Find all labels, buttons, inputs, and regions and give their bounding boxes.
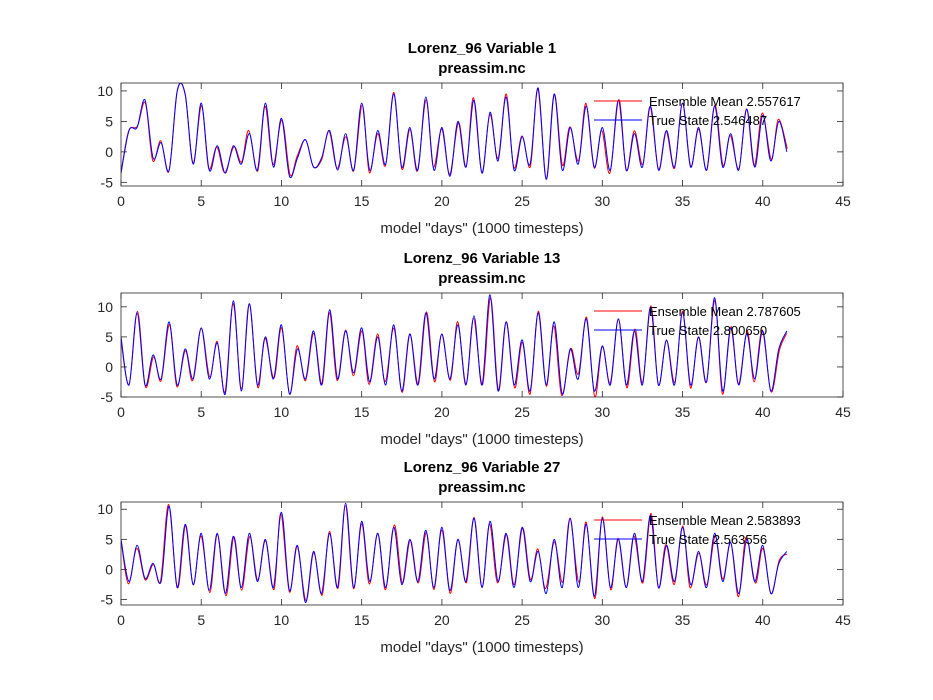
x-tick-label: 40: [755, 404, 771, 420]
legend-entry: Ensemble Mean 2.583893: [649, 513, 801, 528]
x-tick-label: 20: [434, 193, 450, 209]
legend-entry: True State 2.563556: [649, 532, 767, 547]
x-axis-label: model "days" (1000 timesteps): [380, 639, 583, 656]
subplot-subtitle: preassim.nc: [438, 60, 526, 77]
series-line-true-state: [121, 83, 788, 180]
x-tick-label: 15: [354, 404, 370, 420]
y-tick-label: 10: [97, 83, 113, 99]
x-tick-label: 15: [354, 612, 370, 628]
x-tick-label: 35: [675, 404, 691, 420]
series-line-true-state: [121, 294, 788, 395]
axes-frame: [120, 292, 844, 398]
plot-area: [121, 293, 843, 397]
y-tick-label: 0: [105, 144, 113, 160]
subplot-3: Lorenz_96 Variable 27 preassim.nc 0 5 10 15 20…: [97, 459, 851, 656]
subplot-subtitle: preassim.nc: [438, 270, 526, 287]
y-tick-label: -5: [101, 174, 114, 190]
subplot-title: Lorenz_96 Variable 1: [408, 40, 556, 57]
y-tick-label: -5: [101, 592, 114, 608]
legend-entry: Ensemble Mean 2.557617: [649, 94, 801, 109]
legend: Ensemble Mean 2.557617 True State 2.54648…: [594, 94, 801, 128]
x-tick-label: 25: [514, 193, 530, 209]
y-tick-label: 0: [105, 359, 113, 375]
x-tick-label: 25: [514, 612, 530, 628]
x-tick-label: 20: [434, 404, 450, 420]
subplot-subtitle: preassim.nc: [438, 479, 526, 496]
y-tick-label: 5: [105, 113, 113, 129]
x-tick-label: 0: [117, 612, 125, 628]
x-tick-label: 15: [354, 193, 370, 209]
x-tick-label: 10: [274, 193, 290, 209]
x-axis-label: model "days" (1000 timesteps): [380, 220, 583, 237]
x-tick-label: 40: [755, 612, 771, 628]
series-line-true-state: [121, 502, 788, 604]
x-tick-label: 45: [835, 193, 851, 209]
x-tick-label: 25: [514, 404, 530, 420]
y-tick-label: 5: [105, 531, 113, 547]
axes-frame: [120, 82, 844, 187]
x-tick-label: 30: [595, 404, 611, 420]
x-axis-label: model "days" (1000 timesteps): [380, 431, 583, 448]
x-tick-label: 30: [595, 193, 611, 209]
subplot-title: Lorenz_96 Variable 27: [404, 459, 561, 476]
x-tick-label: 0: [117, 193, 125, 209]
subplot-title: Lorenz_96 Variable 13: [404, 250, 561, 267]
y-tick-label: 10: [97, 299, 113, 315]
plot-area: [121, 83, 843, 186]
x-tick-label: 35: [675, 193, 691, 209]
y-tick-label: 5: [105, 329, 113, 345]
x-tick-label: 30: [595, 612, 611, 628]
x-tick-label: 40: [755, 193, 771, 209]
legend-entry: Ensemble Mean 2.787605: [649, 304, 801, 319]
legend: Ensemble Mean 2.583893 True State 2.56355…: [594, 513, 801, 547]
x-tick-label: 10: [274, 612, 290, 628]
x-tick-label: 35: [675, 612, 691, 628]
x-tick-label: 45: [835, 404, 851, 420]
y-tick-label: 0: [105, 561, 113, 577]
y-tick-label: 10: [97, 501, 113, 517]
x-tick-label: 5: [197, 612, 205, 628]
legend: Ensemble Mean 2.787605 True State 2.80065…: [594, 304, 801, 338]
x-tick-label: 5: [197, 193, 205, 209]
x-tick-label: 20: [434, 612, 450, 628]
legend-entry: True State 2.546487: [649, 113, 767, 128]
x-tick-label: 45: [835, 612, 851, 628]
subplot-1: Lorenz_96 Variable 1 preassim.nc 0 5 10 15 20 2…: [97, 40, 851, 237]
axes-frame: [120, 501, 844, 606]
x-tick-label: 0: [117, 404, 125, 420]
x-tick-label: 5: [197, 404, 205, 420]
x-tick-label: 10: [274, 404, 290, 420]
subplot-2: Lorenz_96 Variable 13 preassim.nc 0 5 10 15 20…: [97, 250, 851, 448]
series-line-ensemble-mean: [121, 504, 788, 602]
legend-entry: True State 2.800650: [649, 323, 767, 338]
y-tick-label: -5: [101, 389, 114, 405]
